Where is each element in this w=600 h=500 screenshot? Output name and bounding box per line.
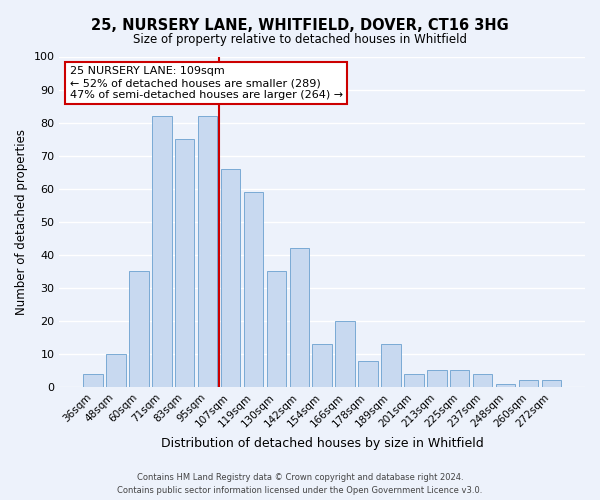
Bar: [313, 344, 332, 387]
Bar: [358, 360, 378, 387]
Bar: [221, 169, 240, 387]
Bar: [290, 248, 309, 387]
Bar: [244, 192, 263, 387]
Bar: [266, 272, 286, 387]
Bar: [381, 344, 401, 387]
Bar: [473, 374, 493, 387]
Bar: [83, 374, 103, 387]
Bar: [106, 354, 126, 387]
Text: 25, NURSERY LANE, WHITFIELD, DOVER, CT16 3HG: 25, NURSERY LANE, WHITFIELD, DOVER, CT16…: [91, 18, 509, 32]
Bar: [496, 384, 515, 387]
Bar: [542, 380, 561, 387]
Bar: [450, 370, 469, 387]
Bar: [152, 116, 172, 387]
Bar: [198, 116, 217, 387]
Bar: [129, 272, 149, 387]
Y-axis label: Number of detached properties: Number of detached properties: [15, 128, 28, 314]
Text: Contains HM Land Registry data © Crown copyright and database right 2024.
Contai: Contains HM Land Registry data © Crown c…: [118, 474, 482, 495]
Bar: [404, 374, 424, 387]
Text: Size of property relative to detached houses in Whitfield: Size of property relative to detached ho…: [133, 32, 467, 46]
Bar: [335, 321, 355, 387]
Bar: [427, 370, 446, 387]
Bar: [175, 139, 194, 387]
X-axis label: Distribution of detached houses by size in Whitfield: Distribution of detached houses by size …: [161, 437, 484, 450]
Bar: [519, 380, 538, 387]
Text: 25 NURSERY LANE: 109sqm
← 52% of detached houses are smaller (289)
47% of semi-d: 25 NURSERY LANE: 109sqm ← 52% of detache…: [70, 66, 343, 100]
